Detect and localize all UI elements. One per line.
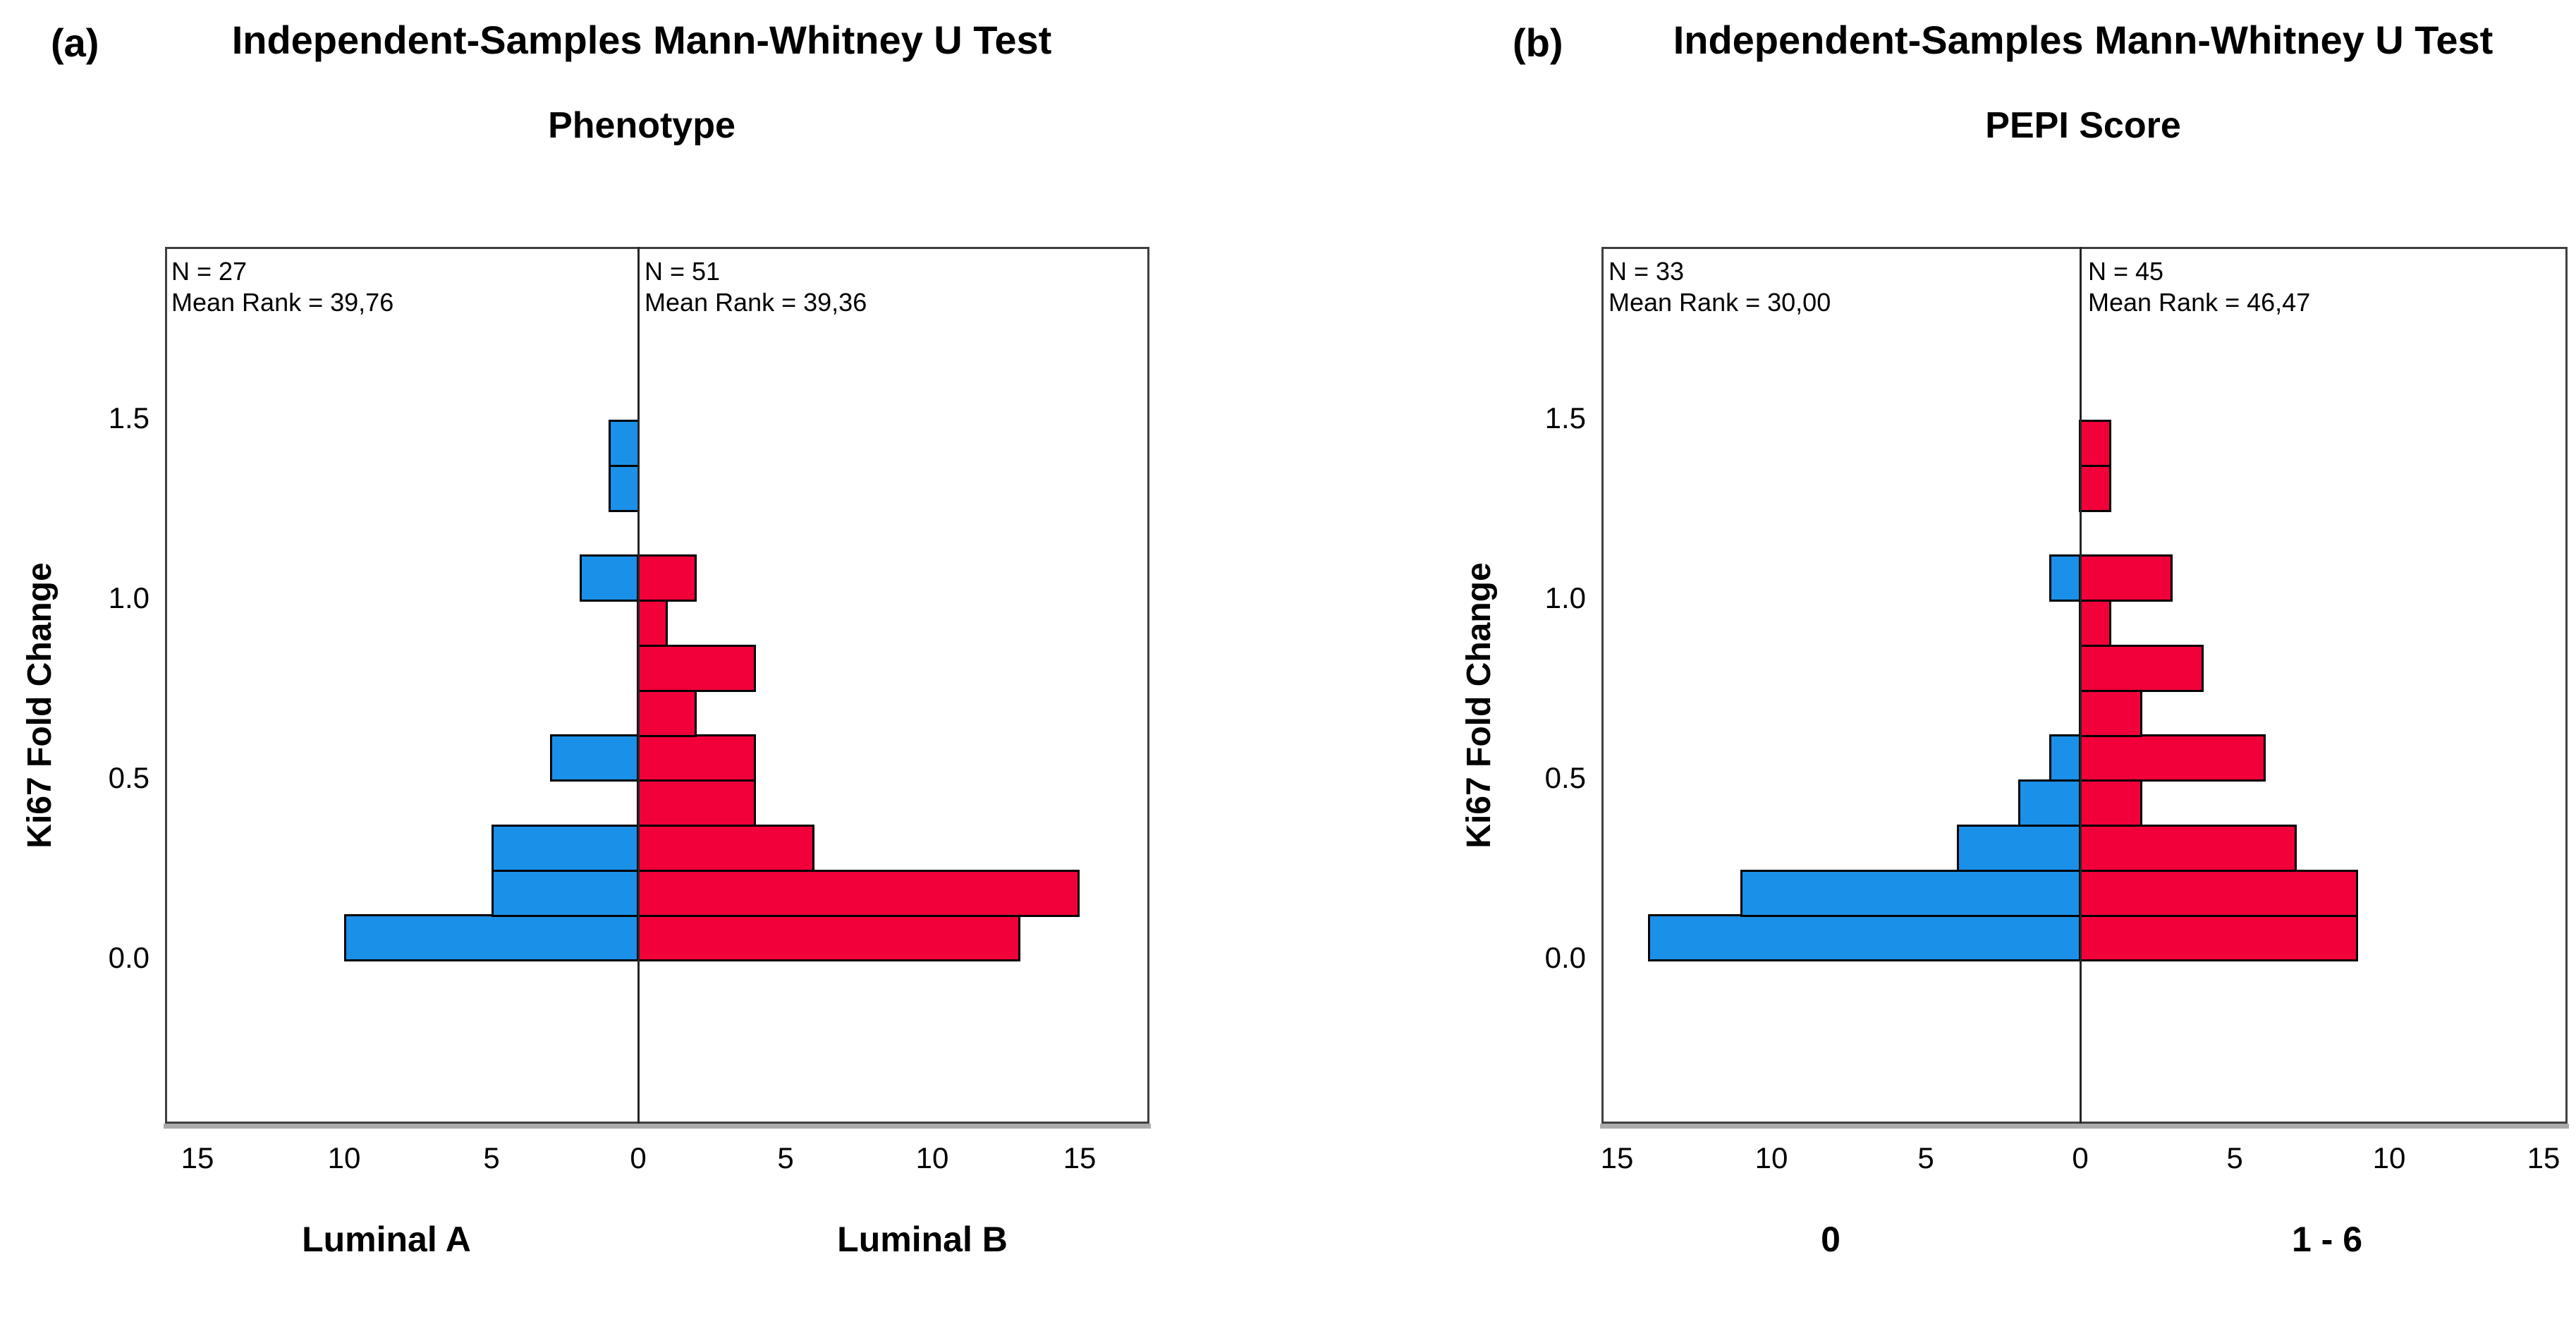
group-label-b-right: 1 - 6 <box>2291 1220 2363 1259</box>
annotation-b-left-n: N = 33 <box>1609 257 1685 286</box>
bar-1-6-bin-0 <box>2079 914 2358 961</box>
bar-0-bin-8 <box>2049 554 2082 602</box>
center-axis-b <box>2080 247 2082 1124</box>
bar-1-6-bin-11 <box>2079 420 2111 467</box>
panel-title-a: Independent-Samples Mann-Whitney U Test <box>231 18 1052 62</box>
bar-luminal-b-bin-1 <box>637 870 1080 917</box>
bar-1-6-bin-7 <box>2079 600 2111 647</box>
y-axis-label-b: Ki67 Fold Change <box>1460 562 1498 849</box>
bar-luminal-a-bin-1 <box>492 870 640 917</box>
x-tick-label-b-0: 15 <box>1600 1141 1634 1174</box>
bar-luminal-b-bin-5 <box>637 690 697 737</box>
bar-1-6-bin-4 <box>2079 734 2266 782</box>
panel-label-b: (b) <box>1513 20 1563 65</box>
x-axis-baseline-a <box>164 1124 1151 1129</box>
x-tick-label-b-5: 10 <box>2372 1141 2406 1174</box>
bar-luminal-b-bin-2 <box>637 825 814 872</box>
bar-1-6-bin-8 <box>2079 554 2173 602</box>
y-tick-label-b-0.5: 0.5 <box>1544 761 1586 794</box>
bar-0-bin-0 <box>1648 914 2082 961</box>
bar-luminal-a-bin-2 <box>492 825 640 872</box>
y-tick-label-b-1.5: 1.5 <box>1544 401 1586 435</box>
bar-luminal-b-bin-7 <box>637 600 668 647</box>
bar-0-bin-1 <box>1740 870 2082 917</box>
bar-luminal-a-bin-11 <box>609 420 640 467</box>
bar-luminal-b-bin-8 <box>637 554 697 602</box>
annotation-b-left-mean-rank: Mean Rank = 30,00 <box>1609 288 1831 317</box>
y-tick-label-b-1.0: 1.0 <box>1544 581 1586 614</box>
panel-subtitle-a: Phenotype <box>548 105 735 146</box>
bar-luminal-b-bin-6 <box>637 645 756 692</box>
bar-luminal-b-bin-4 <box>637 734 756 782</box>
bar-luminal-b-bin-0 <box>637 914 1020 961</box>
x-tick-label-b-4: 5 <box>2226 1141 2243 1174</box>
group-label-a-left: Luminal A <box>302 1220 471 1259</box>
x-tick-label-b-6: 15 <box>2527 1141 2560 1174</box>
y-tick-label-a-0.5: 0.5 <box>108 761 149 794</box>
center-axis-a <box>637 247 640 1124</box>
x-tick-label-a-3: 0 <box>630 1141 647 1174</box>
bar-1-6-bin-6 <box>2079 645 2204 692</box>
x-axis-baseline-b <box>1600 1124 2569 1129</box>
y-tick-label-a-0.0: 0.0 <box>108 941 149 974</box>
bar-0-bin-3 <box>2018 779 2082 827</box>
bar-1-6-bin-3 <box>2079 779 2142 827</box>
x-tick-label-b-3: 0 <box>2072 1141 2089 1174</box>
bar-0-bin-4 <box>2049 734 2082 782</box>
x-tick-label-a-5: 10 <box>915 1141 949 1174</box>
bar-luminal-b-bin-3 <box>637 779 756 827</box>
x-tick-label-a-4: 5 <box>777 1141 794 1174</box>
y-tick-label-a-1.0: 1.0 <box>108 581 149 614</box>
x-tick-label-a-0: 15 <box>181 1141 214 1174</box>
bar-1-6-bin-1 <box>2079 870 2358 917</box>
group-label-a-right: Luminal B <box>837 1220 1008 1259</box>
y-axis-label-a: Ki67 Fold Change <box>21 562 59 849</box>
bar-1-6-bin-10 <box>2079 465 2111 512</box>
bar-luminal-a-bin-4 <box>550 734 640 782</box>
bar-luminal-a-bin-0 <box>344 914 640 961</box>
annotation-a-left-n: N = 27 <box>171 257 248 286</box>
group-label-b-left: 0 <box>1821 1220 1841 1259</box>
bar-1-6-bin-2 <box>2079 825 2297 872</box>
panel-subtitle-b: PEPI Score <box>1985 105 2181 146</box>
annotation-b-right-n: N = 45 <box>2088 257 2164 286</box>
annotation-a-left-mean-rank: Mean Rank = 39,76 <box>171 288 394 317</box>
x-tick-label-a-6: 15 <box>1063 1141 1097 1174</box>
annotation-a-right-n: N = 51 <box>645 257 721 286</box>
annotation-b-right-mean-rank: Mean Rank = 46,47 <box>2088 288 2311 317</box>
bar-1-6-bin-5 <box>2079 690 2142 737</box>
x-tick-label-b-2: 5 <box>1917 1141 1934 1174</box>
y-tick-label-a-1.5: 1.5 <box>108 401 149 435</box>
plot-frame-a <box>165 247 1149 1124</box>
x-tick-label-a-1: 10 <box>327 1141 361 1174</box>
x-tick-label-b-1: 10 <box>1754 1141 1788 1174</box>
bar-luminal-a-bin-8 <box>580 554 640 602</box>
y-tick-label-b-0.0: 0.0 <box>1544 941 1586 974</box>
bar-0-bin-2 <box>1957 825 2082 872</box>
panel-title-b: Independent-Samples Mann-Whitney U Test <box>1673 18 2493 62</box>
annotation-a-right-mean-rank: Mean Rank = 39,36 <box>645 288 867 317</box>
plot-frame-b <box>1601 247 2568 1124</box>
bar-luminal-a-bin-10 <box>609 465 640 512</box>
panel-label-a: (a) <box>51 20 99 65</box>
x-tick-label-a-2: 5 <box>483 1141 500 1174</box>
